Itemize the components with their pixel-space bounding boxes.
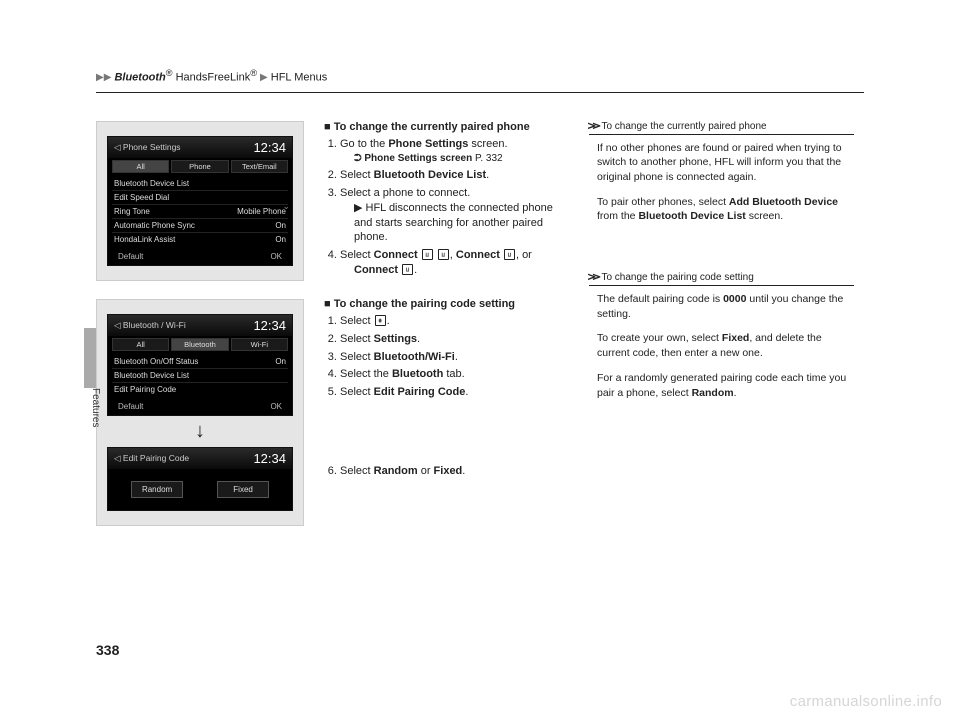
note-body: The default pairing code is 0000 until y… bbox=[589, 292, 854, 400]
steps-list: Select Random or Fixed. bbox=[324, 464, 569, 479]
list-item: Ring Tone bbox=[114, 207, 150, 216]
ok-label: OK bbox=[270, 402, 282, 411]
step: Select Edit Pairing Code. bbox=[340, 385, 569, 400]
random-button: Random bbox=[131, 481, 183, 498]
tab-all: All bbox=[112, 160, 169, 173]
section-change-paired-phone: To change the currently paired phone Go … bbox=[324, 121, 569, 278]
screen-tabs: All Phone Text/Email bbox=[108, 158, 292, 175]
fixed-button: Fixed bbox=[217, 481, 269, 498]
breadcrumb: ▶▶ Bluetooth® HandsFreeLink® ▶ HFL Menus bbox=[96, 68, 864, 93]
home-icon bbox=[375, 315, 386, 326]
step: Select Connect , Connect , or Connect . bbox=[340, 248, 569, 278]
screen-title: Phone Settings bbox=[123, 142, 181, 152]
breadcrumb-a: Bluetooth bbox=[114, 72, 165, 84]
note-icon: ≫ bbox=[587, 272, 601, 283]
scroll-arrow-icon: ⌄ bbox=[282, 201, 290, 212]
note-paragraph: For a randomly generated pairing code ea… bbox=[597, 371, 854, 400]
clock: 12:34 bbox=[253, 140, 286, 155]
step: Select . bbox=[340, 314, 569, 329]
breadcrumb-b: HandsFreeLink bbox=[176, 72, 251, 84]
step: Select a phone to connect. ▶ HFL disconn… bbox=[340, 186, 569, 245]
step: Go to the Phone Settings screen. ⮊ Phone… bbox=[340, 137, 569, 165]
reg-mark: ® bbox=[166, 68, 173, 78]
sub-step: ▶ HFL disconnects the connected phone an… bbox=[340, 201, 569, 246]
tab-all: All bbox=[112, 338, 169, 351]
chevron-icon: ▶▶ bbox=[96, 72, 111, 83]
link-icon: ⮊ bbox=[354, 153, 364, 164]
clock: 12:34 bbox=[253, 318, 286, 333]
screen-list: Bluetooth Device List Edit Speed Dial Ri… bbox=[108, 175, 292, 250]
note-paragraph: To pair other phones, select Add Bluetoo… bbox=[597, 195, 854, 224]
section-heading: To change the pairing code setting bbox=[324, 298, 569, 310]
note-heading: ≫To change the currently paired phone bbox=[589, 121, 854, 135]
back-icon: ◁ Edit Pairing Code bbox=[114, 453, 189, 464]
section-label: Features bbox=[90, 388, 101, 427]
back-icon: ◁ Bluetooth / Wi-Fi bbox=[114, 320, 186, 331]
section-select-random-fixed: Select Random or Fixed. bbox=[324, 464, 569, 479]
list-item: Edit Speed Dial bbox=[114, 193, 169, 202]
breadcrumb-c: HFL Menus bbox=[271, 72, 327, 84]
phone-icon bbox=[438, 249, 449, 260]
cross-ref: ⮊ Phone Settings screen P. 332 bbox=[340, 152, 569, 166]
screenshots-column: ◁ Phone Settings 12:34 All Phone Text/Em… bbox=[96, 121, 304, 544]
pointer-icon: ▶ bbox=[354, 202, 366, 214]
notes-column: ≫To change the currently paired phone If… bbox=[589, 121, 854, 544]
default-label: Default bbox=[118, 252, 143, 261]
list-item: HondaLink Assist bbox=[114, 235, 175, 244]
list-item: Automatic Phone Sync bbox=[114, 221, 195, 230]
note-paragraph: The default pairing code is 0000 until y… bbox=[597, 292, 854, 321]
list-item: Edit Pairing Code bbox=[114, 385, 176, 394]
note-icon: ≫ bbox=[587, 121, 601, 132]
chevron-icon: ▶ bbox=[260, 72, 268, 83]
manual-page: ▶▶ Bluetooth® HandsFreeLink® ▶ HFL Menus… bbox=[96, 68, 864, 658]
section-change-pairing-code: To change the pairing code setting Selec… bbox=[324, 298, 569, 400]
down-arrow-icon: ↓ bbox=[107, 416, 293, 447]
back-icon: ◁ Phone Settings bbox=[114, 142, 181, 153]
default-label: Default bbox=[118, 402, 143, 411]
screenshot-bluetooth-wifi: ◁ Bluetooth / Wi-Fi 12:34 All Bluetooth … bbox=[96, 299, 304, 526]
ok-label: OK bbox=[270, 252, 282, 261]
page-number: 338 bbox=[96, 642, 119, 658]
screenshot-phone-settings: ◁ Phone Settings 12:34 All Phone Text/Em… bbox=[96, 121, 304, 281]
tab-textemail: Text/Email bbox=[231, 160, 288, 173]
tab-bluetooth: Bluetooth bbox=[171, 338, 228, 351]
note-body: If no other phones are found or paired w… bbox=[589, 141, 854, 224]
note-paragraph: If no other phones are found or paired w… bbox=[597, 141, 854, 185]
reg-mark: ® bbox=[250, 68, 257, 78]
music-icon bbox=[402, 264, 413, 275]
steps-list: Go to the Phone Settings screen. ⮊ Phone… bbox=[324, 137, 569, 278]
list-item: Bluetooth Device List bbox=[114, 371, 189, 380]
instructions-column: To change the currently paired phone Go … bbox=[324, 121, 569, 544]
clock: 12:34 bbox=[253, 451, 286, 466]
step: Select Bluetooth Device List. bbox=[340, 168, 569, 183]
note-paragraph: To create your own, select Fixed, and de… bbox=[597, 331, 854, 360]
note-heading: ≫To change the pairing code setting bbox=[589, 272, 854, 286]
screen-title: Edit Pairing Code bbox=[123, 453, 189, 463]
content-columns: ◁ Phone Settings 12:34 All Phone Text/Em… bbox=[96, 121, 864, 544]
section-tab bbox=[84, 328, 96, 388]
tab-wifi: Wi-Fi bbox=[231, 338, 288, 351]
list-item: Bluetooth Device List bbox=[114, 179, 189, 188]
step: Select Bluetooth/Wi-Fi. bbox=[340, 350, 569, 365]
list-item: Bluetooth On/Off Status bbox=[114, 357, 198, 366]
step: Select Settings. bbox=[340, 332, 569, 347]
tab-phone: Phone bbox=[171, 160, 228, 173]
music-icon bbox=[422, 249, 433, 260]
steps-list: Select . Select Settings. Select Bluetoo… bbox=[324, 314, 569, 400]
step: Select Random or Fixed. bbox=[340, 464, 569, 479]
section-heading: To change the currently paired phone bbox=[324, 121, 569, 133]
watermark: carmanualsonline.info bbox=[790, 693, 942, 710]
screen-title: Bluetooth / Wi-Fi bbox=[123, 320, 186, 330]
phone-icon bbox=[504, 249, 515, 260]
step: Select the Bluetooth tab. bbox=[340, 367, 569, 382]
